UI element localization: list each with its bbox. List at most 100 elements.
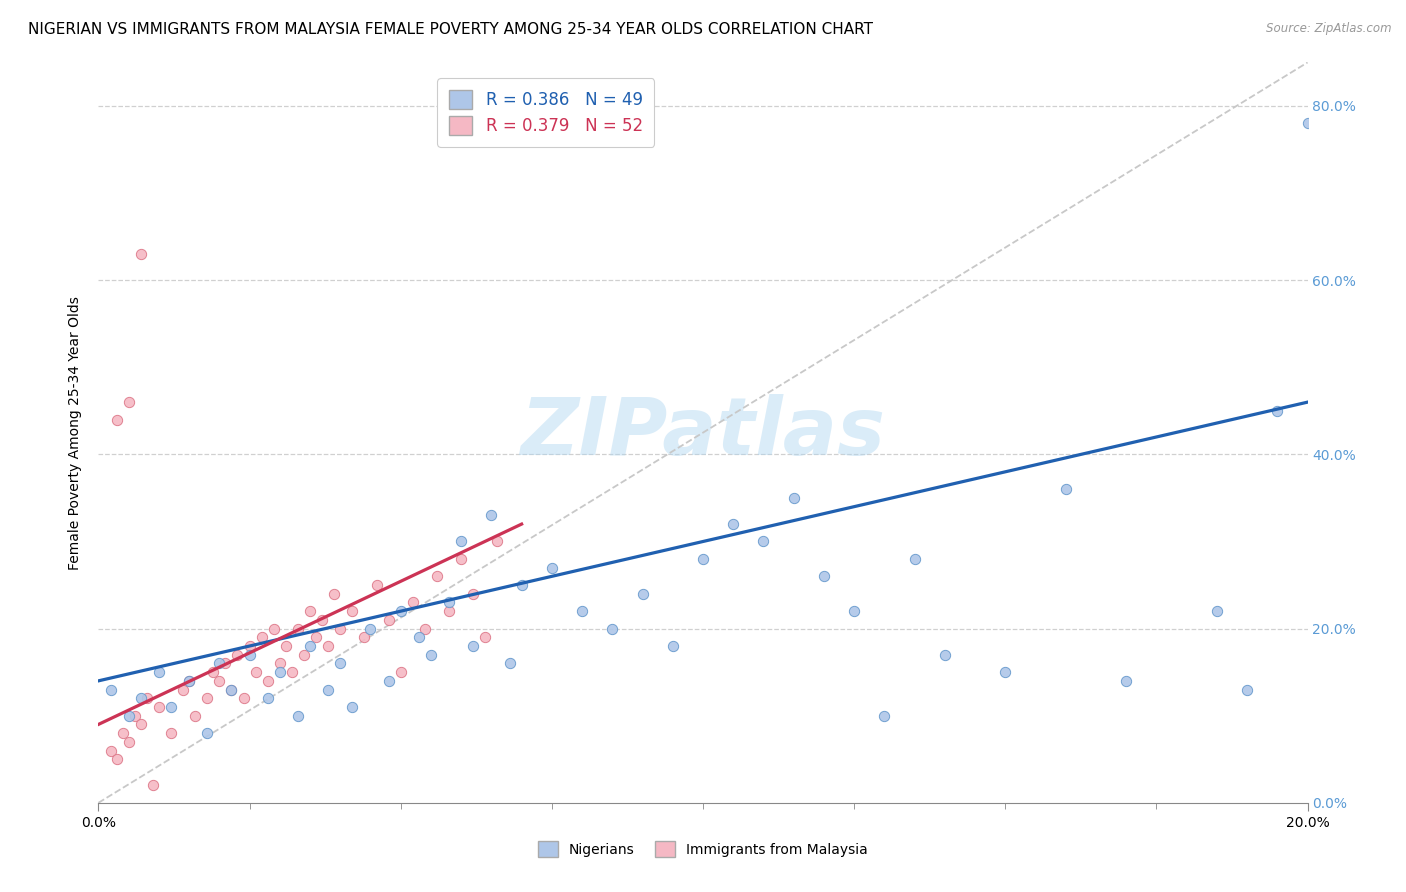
Nigerians xyxy=(481,508,503,523)
Nigerians xyxy=(179,673,201,688)
Nigerians xyxy=(873,708,896,723)
Text: ZIPatlas: ZIPatlas xyxy=(520,393,886,472)
Nigerians xyxy=(463,639,485,653)
Nigerians xyxy=(437,595,460,609)
Nigerians xyxy=(723,517,745,532)
Immigrants from Malaysia xyxy=(274,639,297,653)
Nigerians xyxy=(498,657,520,671)
Immigrants from Malaysia xyxy=(250,630,273,644)
Immigrants from Malaysia xyxy=(281,665,304,680)
Immigrants from Malaysia xyxy=(105,412,128,426)
Immigrants from Malaysia xyxy=(232,691,254,706)
Nigerians xyxy=(1115,673,1137,688)
Immigrants from Malaysia xyxy=(474,630,496,644)
Nigerians xyxy=(256,691,278,706)
Nigerians xyxy=(287,708,309,723)
Immigrants from Malaysia xyxy=(226,648,249,662)
Nigerians xyxy=(540,560,562,574)
Immigrants from Malaysia xyxy=(208,673,231,688)
Immigrants from Malaysia xyxy=(263,622,285,636)
Nigerians xyxy=(377,673,399,688)
Nigerians xyxy=(342,700,364,714)
Nigerians xyxy=(631,587,654,601)
Nigerians xyxy=(602,622,624,636)
Immigrants from Malaysia xyxy=(342,604,364,618)
Nigerians xyxy=(752,534,775,549)
Immigrants from Malaysia xyxy=(105,752,128,766)
Immigrants from Malaysia xyxy=(299,604,322,618)
Immigrants from Malaysia xyxy=(118,735,141,749)
Nigerians xyxy=(100,682,122,697)
Nigerians xyxy=(1054,482,1077,496)
Nigerians xyxy=(389,604,412,618)
Immigrants from Malaysia xyxy=(329,622,352,636)
Immigrants from Malaysia xyxy=(450,552,472,566)
Immigrants from Malaysia xyxy=(148,700,170,714)
Immigrants from Malaysia xyxy=(124,708,146,723)
Nigerians xyxy=(160,700,183,714)
Nigerians xyxy=(269,665,291,680)
Immigrants from Malaysia xyxy=(245,665,267,680)
Immigrants from Malaysia xyxy=(172,682,194,697)
Text: NIGERIAN VS IMMIGRANTS FROM MALAYSIA FEMALE POVERTY AMONG 25-34 YEAR OLDS CORREL: NIGERIAN VS IMMIGRANTS FROM MALAYSIA FEM… xyxy=(28,22,873,37)
Nigerians xyxy=(239,648,262,662)
Nigerians xyxy=(1236,682,1258,697)
Immigrants from Malaysia xyxy=(486,534,509,549)
Nigerians xyxy=(994,665,1017,680)
Immigrants from Malaysia xyxy=(111,726,134,740)
Immigrants from Malaysia xyxy=(214,657,236,671)
Immigrants from Malaysia xyxy=(426,569,449,583)
Immigrants from Malaysia xyxy=(463,587,485,601)
Immigrants from Malaysia xyxy=(389,665,412,680)
Immigrants from Malaysia xyxy=(353,630,375,644)
Nigerians xyxy=(195,726,218,740)
Immigrants from Malaysia xyxy=(100,743,122,757)
Immigrants from Malaysia xyxy=(221,682,243,697)
Immigrants from Malaysia xyxy=(323,587,346,601)
Immigrants from Malaysia xyxy=(118,395,141,409)
Immigrants from Malaysia xyxy=(202,665,225,680)
Nigerians xyxy=(934,648,956,662)
Immigrants from Malaysia xyxy=(129,717,152,731)
Immigrants from Malaysia xyxy=(184,708,207,723)
Nigerians xyxy=(450,534,472,549)
Nigerians xyxy=(571,604,593,618)
Immigrants from Malaysia xyxy=(366,578,388,592)
Y-axis label: Female Poverty Among 25-34 Year Olds: Female Poverty Among 25-34 Year Olds xyxy=(69,295,83,570)
Immigrants from Malaysia xyxy=(142,778,165,792)
Nigerians xyxy=(221,682,243,697)
Immigrants from Malaysia xyxy=(135,691,157,706)
Text: Source: ZipAtlas.com: Source: ZipAtlas.com xyxy=(1267,22,1392,36)
Immigrants from Malaysia xyxy=(195,691,218,706)
Immigrants from Malaysia xyxy=(413,622,436,636)
Nigerians xyxy=(844,604,866,618)
Immigrants from Malaysia xyxy=(292,648,315,662)
Nigerians xyxy=(408,630,430,644)
Immigrants from Malaysia xyxy=(287,622,309,636)
Nigerians xyxy=(208,657,231,671)
Nigerians xyxy=(904,552,927,566)
Nigerians xyxy=(118,708,141,723)
Legend: Nigerians, Immigrants from Malaysia: Nigerians, Immigrants from Malaysia xyxy=(533,835,873,863)
Immigrants from Malaysia xyxy=(129,247,152,261)
Nigerians xyxy=(129,691,152,706)
Immigrants from Malaysia xyxy=(160,726,183,740)
Nigerians xyxy=(1267,404,1289,418)
Immigrants from Malaysia xyxy=(269,657,291,671)
Nigerians xyxy=(360,622,382,636)
Nigerians xyxy=(783,491,806,505)
Immigrants from Malaysia xyxy=(437,604,460,618)
Nigerians xyxy=(1296,116,1319,130)
Nigerians xyxy=(148,665,170,680)
Immigrants from Malaysia xyxy=(239,639,262,653)
Immigrants from Malaysia xyxy=(316,639,339,653)
Nigerians xyxy=(329,657,352,671)
Immigrants from Malaysia xyxy=(311,613,333,627)
Nigerians xyxy=(813,569,835,583)
Nigerians xyxy=(1206,604,1229,618)
Nigerians xyxy=(692,552,714,566)
Immigrants from Malaysia xyxy=(377,613,399,627)
Nigerians xyxy=(316,682,339,697)
Nigerians xyxy=(661,639,683,653)
Immigrants from Malaysia xyxy=(179,673,201,688)
